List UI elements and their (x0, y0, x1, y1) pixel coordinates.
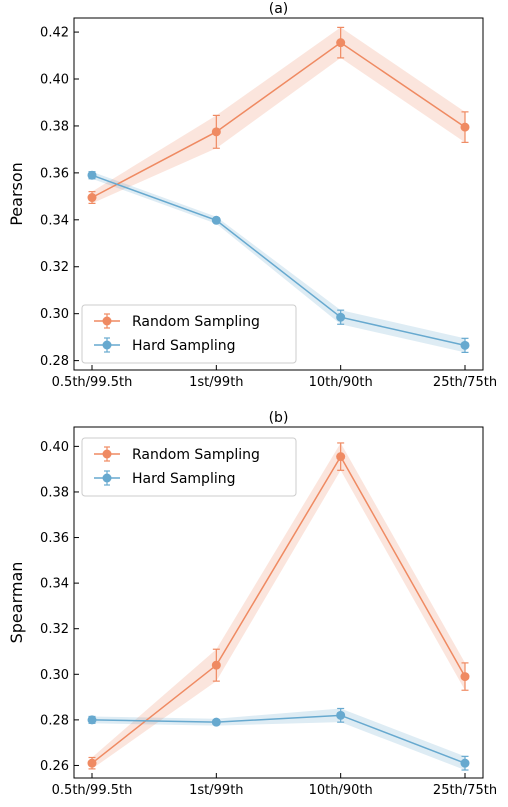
legend-marker (102, 316, 112, 326)
y-axis-label: Pearson (7, 162, 26, 226)
chart-panel-0: 0.28 0.30 0.32 0.34 0.36 0.38 0.40 0.42 0.5th/99… (7, 1, 497, 390)
legend-marker (102, 473, 112, 483)
series-line-1 (91, 174, 466, 347)
confidence-band-1 (92, 708, 465, 771)
x-tick-label: 1st/99th (189, 375, 243, 390)
data-point (460, 340, 470, 350)
y-tick-label: 0.42 (40, 26, 69, 41)
y-tick-label: 0.32 (40, 260, 69, 275)
legend-label: Random Sampling (132, 447, 260, 463)
x-tick-label: 10th/90th (309, 375, 373, 390)
y-tick-label: 0.40 (40, 73, 69, 88)
data-point (87, 170, 97, 180)
data-point (87, 193, 97, 203)
data-point (336, 38, 346, 48)
y-tick-label: 0.34 (40, 577, 69, 592)
panel-title: (a) (269, 1, 289, 17)
y-tick-label: 0.30 (40, 668, 69, 683)
y-tick-label: 0.38 (40, 485, 69, 500)
x-tick-label: 0.5th/99.5th (52, 783, 133, 798)
data-point (460, 758, 470, 768)
data-point (211, 717, 221, 727)
confidence-band-1 (92, 171, 465, 353)
chart-panel-1: 0.26 0.28 0.30 0.32 0.34 0.36 0.38 0.40 0.5th/99… (7, 410, 497, 798)
legend-marker (102, 340, 112, 350)
series-line-0 (91, 41, 466, 199)
y-axis-label: Spearman (7, 562, 26, 644)
data-point (460, 672, 470, 682)
y-tick-label: 0.28 (40, 713, 69, 728)
panel-title: (b) (269, 410, 289, 426)
x-tick-label: 25th/75th (433, 375, 497, 390)
plot-frame (73, 17, 484, 371)
y-tick-label: 0.38 (40, 119, 69, 134)
series-line-1 (91, 714, 466, 764)
y-tick-label: 0.36 (40, 531, 69, 546)
legend-box (81, 437, 297, 497)
x-tick-label: 1st/99th (189, 783, 243, 798)
x-tick-label: 25th/75th (433, 783, 497, 798)
data-point (211, 660, 221, 670)
plot-frame (73, 426, 484, 779)
confidence-band-0 (92, 442, 465, 769)
series-line-0 (91, 455, 466, 764)
legend-box (81, 304, 297, 364)
y-tick-label: 0.26 (40, 759, 69, 774)
y-tick-label: 0.32 (40, 622, 69, 637)
y-tick-label: 0.36 (40, 166, 69, 181)
data-point (336, 710, 346, 720)
y-tick-label: 0.34 (40, 213, 69, 228)
legend: Random Sampling Hard Sampling (81, 437, 297, 497)
data-point (87, 715, 97, 725)
x-tick-label: 10th/90th (309, 783, 373, 798)
y-tick-label: 0.40 (40, 440, 69, 455)
y-tick-label: 0.30 (40, 307, 69, 322)
legend-marker (102, 449, 112, 459)
legend-label: Hard Sampling (132, 471, 235, 487)
data-point (336, 452, 346, 462)
legend-label: Hard Sampling (132, 338, 235, 354)
confidence-band-0 (92, 27, 465, 204)
y-tick-label: 0.28 (40, 354, 69, 369)
legend-label: Random Sampling (132, 314, 260, 330)
legend: Random Sampling Hard Sampling (81, 304, 297, 364)
data-point (211, 215, 221, 225)
data-point (460, 122, 470, 132)
data-point (211, 127, 221, 137)
data-point (336, 312, 346, 322)
data-point (87, 758, 97, 768)
x-tick-label: 0.5th/99.5th (52, 375, 133, 390)
